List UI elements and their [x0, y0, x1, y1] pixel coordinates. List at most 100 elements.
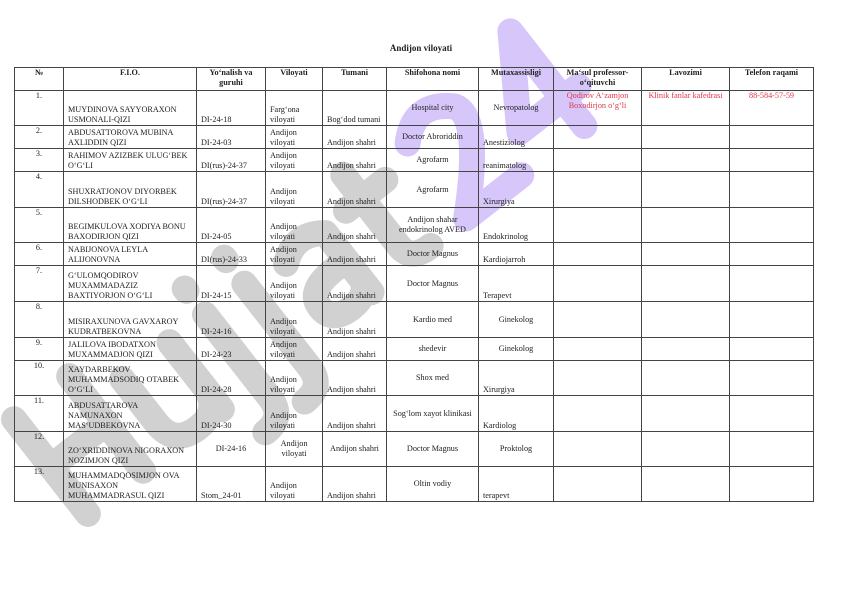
cell-hospital: Agrofarm	[386, 171, 479, 208]
cell-district: Andijon shahri	[322, 301, 387, 338]
cell-prof	[553, 207, 642, 243]
cell-group: DI-24-28	[196, 360, 266, 396]
cell-position	[641, 265, 730, 302]
cell-district: Bog‘dod tumani	[322, 90, 387, 126]
table-row: 3. RAHIMOV AZIZBEK ULUG‘BEK O‘G‘LI DI(rus)…	[14, 148, 814, 172]
cell-position	[641, 360, 730, 396]
cell-group: DI-24-30	[196, 395, 266, 432]
column-header: Viloyati	[265, 67, 323, 91]
cell-n: 12.	[14, 431, 64, 467]
cell-position: Klinik fanlar kafedrasi	[641, 90, 730, 126]
cell-spec: Terapevt	[478, 265, 554, 302]
cell-group: DI-24-15	[196, 265, 266, 302]
cell-fio: G‘ULOMQODIROV MUXAMMADAZIZ BAXTIYORJON O…	[63, 265, 197, 302]
cell-n: 13.	[14, 466, 64, 502]
cell-position	[641, 395, 730, 432]
cell-district: Andijon shahri	[322, 242, 387, 266]
cell-region: Andijon viloyati	[265, 207, 323, 243]
cell-phone	[729, 171, 814, 208]
cell-district: Andijon shahri	[322, 395, 387, 432]
cell-phone	[729, 431, 814, 467]
cell-group: DI(rus)-24-37	[196, 171, 266, 208]
cell-phone	[729, 148, 814, 172]
cell-hospital: Doctor Magnus	[386, 242, 479, 266]
cell-district: Andijon shahri	[322, 466, 387, 502]
cell-district: Andijon shahri	[322, 337, 387, 361]
cell-group: DI(rus)-24-37	[196, 148, 266, 172]
cell-phone	[729, 466, 814, 502]
cell-spec: Kardiojarroh	[478, 242, 554, 266]
cell-n: 1.	[14, 90, 64, 126]
cell-hospital: Doctor Magnus	[386, 265, 479, 302]
column-header: №	[14, 67, 64, 91]
cell-fio: MISIRAXUNOVA GAVXAROY KUDRATBEKOVNA	[63, 301, 197, 338]
cell-hospital: Sog‘lom xayot klinikasi	[386, 395, 479, 432]
cell-prof	[553, 466, 642, 502]
column-header: Ma‘sul professor-o‘qituvchi	[553, 67, 642, 91]
cell-n: 8.	[14, 301, 64, 338]
cell-spec: Nevropatolog	[478, 90, 554, 126]
cell-district: Andijon shahri	[322, 148, 387, 172]
cell-hospital: Doctor Magnus	[386, 431, 479, 467]
cell-spec: Kardiolog	[478, 395, 554, 432]
cell-district: Andijon shahri	[322, 171, 387, 208]
cell-fio: SHUXRATJONOV DIYORBEK DILSHODBEK O‘G‘LI	[63, 171, 197, 208]
cell-hospital: Oltin vodiy	[386, 466, 479, 502]
cell-hospital: Shox med	[386, 360, 479, 396]
cell-fio: ZO‘XRIDDINOVA NIGORAXON NOZIMJON QIZI	[63, 431, 197, 467]
cell-region: Andijon viloyati	[265, 265, 323, 302]
cell-fio: JALILOVA IBODATXON MUXAMMADJON QIZI	[63, 337, 197, 361]
cell-group: Stom_24-01	[196, 466, 266, 502]
cell-group: DI-24-18	[196, 90, 266, 126]
cell-n: 5.	[14, 207, 64, 243]
cell-fio: BEGIMKULOVA XODIYA BONU BAXODIRJON QIZI	[63, 207, 197, 243]
cell-prof	[553, 431, 642, 467]
cell-fio: NABIJONOVA LEYLA ALIJONOVNA	[63, 242, 197, 266]
cell-region: Andijon viloyati	[265, 360, 323, 396]
cell-phone	[729, 337, 814, 361]
cell-region: Andijon viloyati	[265, 431, 323, 467]
table-row: 8. MISIRAXUNOVA GAVXAROY KUDRATBEKOVNA DI-…	[14, 301, 814, 338]
cell-n: 7.	[14, 265, 64, 302]
cell-hospital: Kardio med	[386, 301, 479, 338]
cell-region: Farg‘ona viloyati	[265, 90, 323, 126]
cell-n: 10.	[14, 360, 64, 396]
cell-hospital: Andijon shahar endokrinolog AVED	[386, 207, 479, 243]
cell-prof	[553, 242, 642, 266]
column-header: Telefon raqami	[729, 67, 814, 91]
cell-region: Andijon viloyati	[265, 242, 323, 266]
students-table: № F.I.O. Yo‘nalish va guruhi Viloyati Tumani…	[14, 67, 814, 502]
cell-phone	[729, 242, 814, 266]
cell-district: Andijon shahri	[322, 207, 387, 243]
cell-spec: Proktolog	[478, 431, 554, 467]
cell-position	[641, 125, 730, 149]
cell-spec: Ginekolog	[478, 301, 554, 338]
table-row: 6. NABIJONOVA LEYLA ALIJONOVNA DI(rus)-24-…	[14, 242, 814, 266]
cell-region: Andijon viloyati	[265, 148, 323, 172]
cell-hospital: Hospital city	[386, 90, 479, 126]
column-header: F.I.O.	[63, 67, 197, 91]
cell-prof: Qodirov A‘zamjon Boxodirjon o‘g‘li	[553, 90, 642, 126]
cell-prof	[553, 125, 642, 149]
header-row: № F.I.O. Yo‘nalish va guruhi Viloyati Tumani…	[14, 67, 814, 91]
cell-phone	[729, 125, 814, 149]
column-header: Yo‘nalish va guruhi	[196, 67, 266, 91]
cell-district: Andijon shahri	[322, 265, 387, 302]
table-row: 11. ABDUSATTAROVA NAMUNAXON MAS‘UDBEKOVNA…	[14, 395, 814, 432]
cell-prof	[553, 337, 642, 361]
column-header: Tumani	[322, 67, 387, 91]
cell-phone	[729, 207, 814, 243]
column-header: Mutaxassisligi	[478, 67, 554, 91]
cell-position	[641, 207, 730, 243]
cell-phone: 88-584-57-59	[729, 90, 814, 126]
cell-spec: Endokrinolog	[478, 207, 554, 243]
cell-group: DI-24-16	[196, 301, 266, 338]
document-title: Andijon viloyati	[389, 43, 453, 53]
cell-position	[641, 337, 730, 361]
column-header: Lavozimi	[641, 67, 730, 91]
cell-hospital: Agrofarm	[386, 148, 479, 172]
cell-n: 4.	[14, 171, 64, 208]
cell-n: 9.	[14, 337, 64, 361]
table-row: 5. BEGIMKULOVA XODIYA BONU BAXODIRJON QIZ…	[14, 207, 814, 243]
cell-n: 6.	[14, 242, 64, 266]
